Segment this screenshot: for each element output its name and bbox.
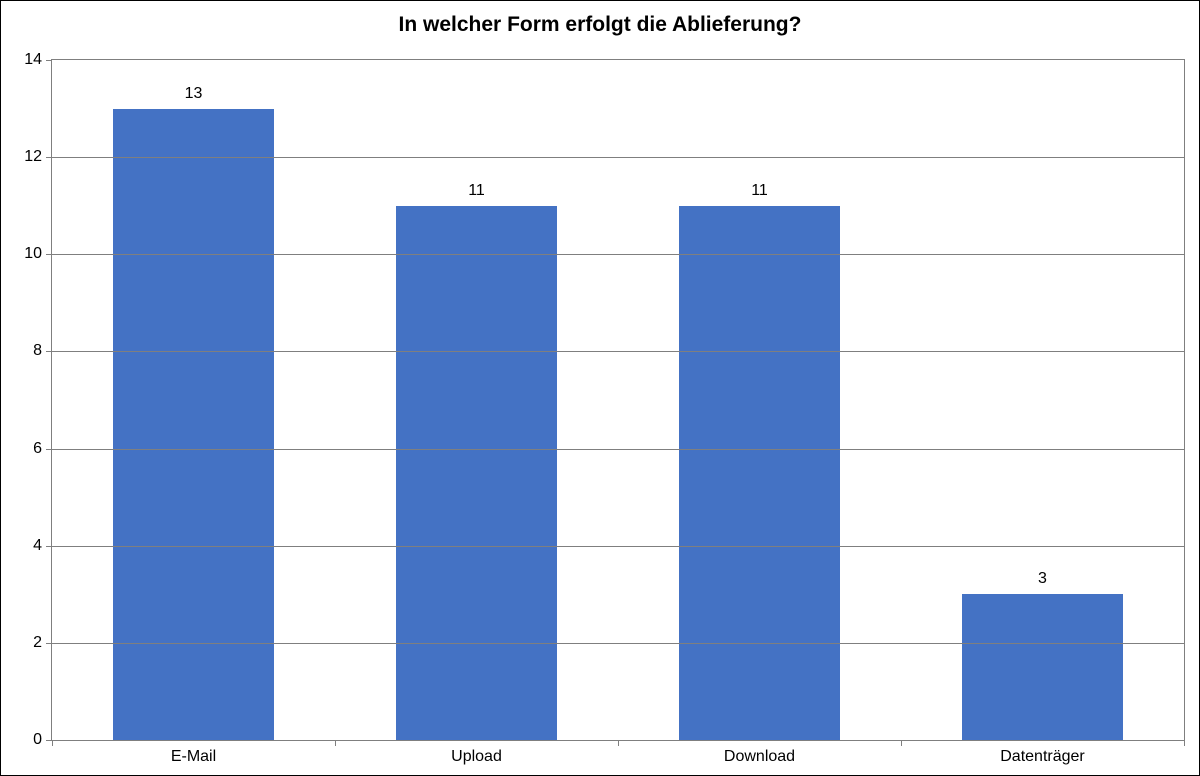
y-tick-mark xyxy=(46,449,52,450)
chart-frame: In welcher Form erfolgt die Ablieferung?… xyxy=(0,0,1200,776)
bar: 11 xyxy=(679,206,840,740)
bars-layer: 1311113 xyxy=(52,60,1184,740)
gridline xyxy=(52,449,1184,450)
y-tick-mark xyxy=(46,60,52,61)
y-tick-mark xyxy=(46,546,52,547)
bar: 3 xyxy=(962,594,1123,740)
x-tick-label: Upload xyxy=(451,740,502,766)
bar: 11 xyxy=(396,206,557,740)
gridline xyxy=(52,254,1184,255)
y-tick-mark xyxy=(46,643,52,644)
bar-value-label: 3 xyxy=(962,570,1123,594)
x-tick-mark xyxy=(1184,740,1185,746)
x-tick-mark xyxy=(335,740,336,746)
x-tick-label: Download xyxy=(724,740,795,766)
bar-value-label: 13 xyxy=(113,85,274,109)
gridline xyxy=(52,643,1184,644)
y-tick-mark xyxy=(46,351,52,352)
gridline xyxy=(52,351,1184,352)
x-tick-label: Datenträger xyxy=(1000,740,1085,766)
chart-title: In welcher Form erfolgt die Ablieferung? xyxy=(1,13,1199,37)
x-tick-mark xyxy=(618,740,619,746)
y-tick-mark xyxy=(46,157,52,158)
x-tick-mark xyxy=(52,740,53,746)
gridline xyxy=(52,546,1184,547)
gridline xyxy=(52,157,1184,158)
y-tick-mark xyxy=(46,254,52,255)
bar-value-label: 11 xyxy=(679,182,840,206)
x-tick-label: E-Mail xyxy=(171,740,216,766)
bar: 13 xyxy=(113,109,274,740)
x-tick-mark xyxy=(901,740,902,746)
bar-value-label: 11 xyxy=(396,182,557,206)
plot-area: 1311113 02468101214E-MailUploadDownloadD… xyxy=(51,59,1185,741)
